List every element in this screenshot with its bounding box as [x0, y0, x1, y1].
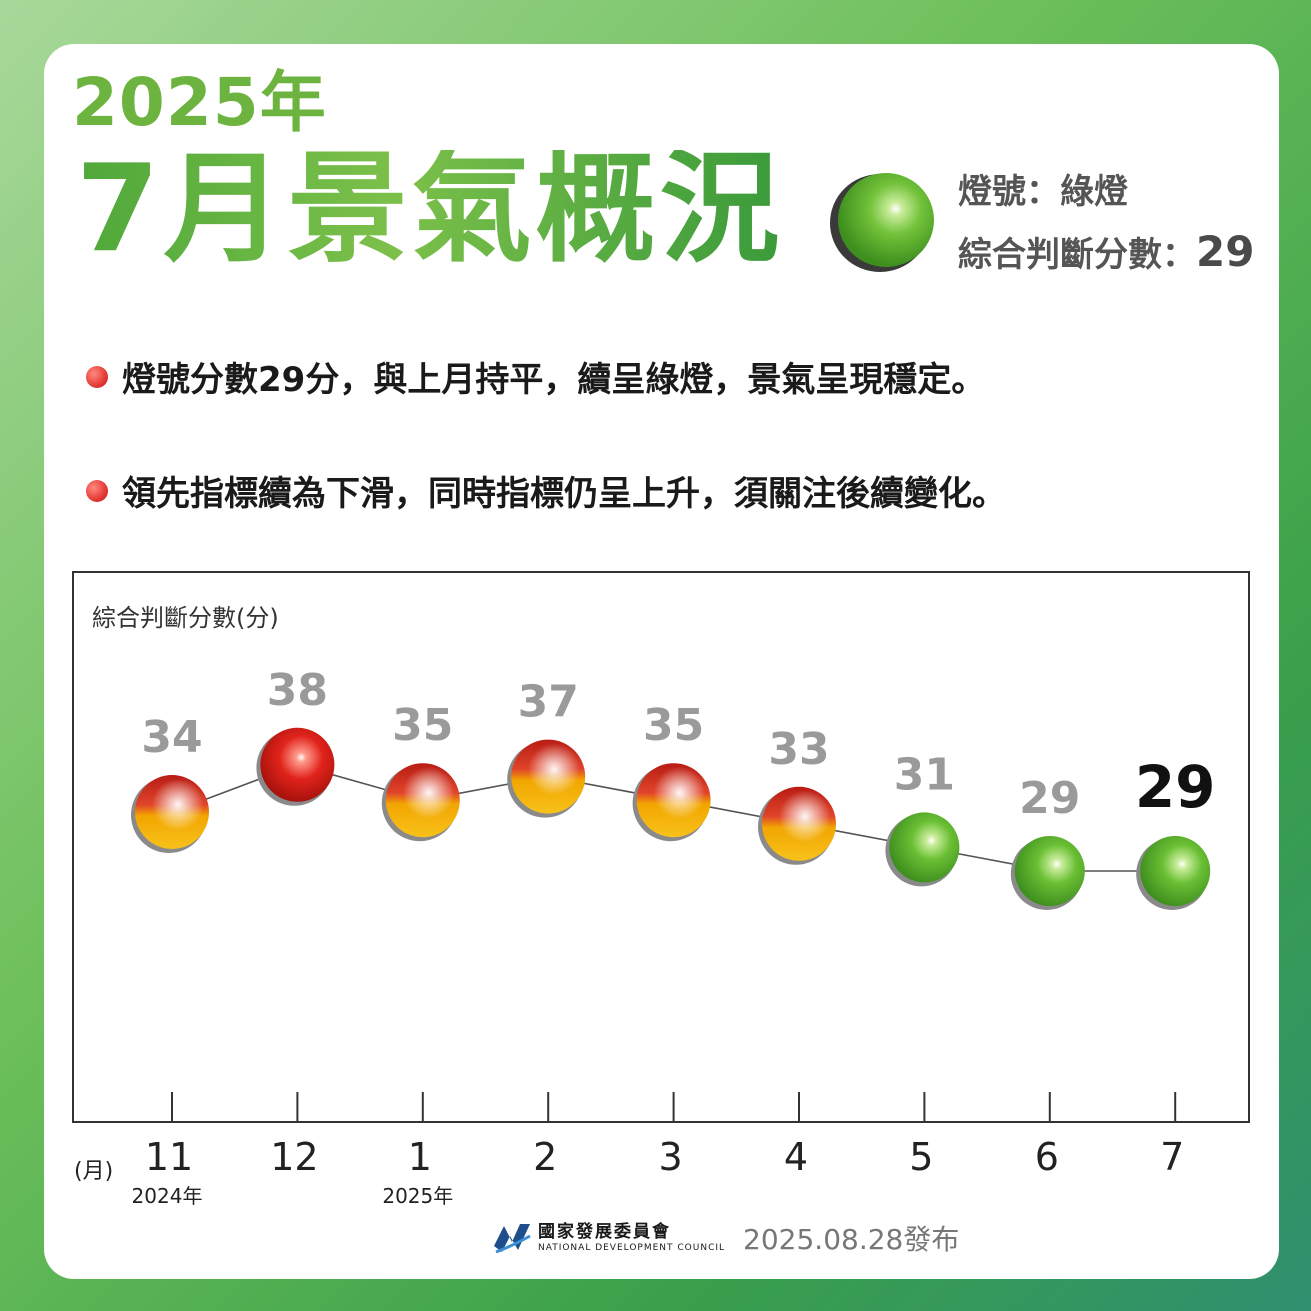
data-label: 35	[643, 700, 704, 751]
x-tick-label: 7	[1160, 1135, 1184, 1179]
x-tick-label: 4	[784, 1135, 808, 1179]
footer: 國家發展委員會 NATIONAL DEVELOPMENT COUNCIL 202…	[490, 1216, 959, 1260]
x-tick-label: 6	[1035, 1135, 1059, 1179]
data-label: 34	[141, 712, 202, 763]
ball-shine	[762, 786, 836, 861]
bullet-text: 燈號分數29分，與上月持平，續呈綠燈，景氣呈現穩定。	[122, 360, 986, 400]
red-dot-icon	[86, 365, 108, 388]
x-axis-label: (月)	[74, 1159, 113, 1184]
data-label: 31	[894, 749, 955, 800]
score-value: 29	[1196, 227, 1255, 276]
ball-body	[1014, 836, 1085, 906]
data-label: 29	[1135, 753, 1216, 821]
data-label: 35	[392, 700, 453, 751]
x-tick-label: 12	[270, 1135, 318, 1179]
signal-ball-point	[131, 775, 209, 853]
data-label: 33	[768, 724, 829, 775]
org-name-zh: 國家發展委員會	[538, 1222, 671, 1242]
signal-ball-point	[885, 812, 960, 887]
score-label: 綜合判斷分數：	[958, 235, 1196, 275]
signal-ball-point	[381, 763, 460, 842]
data-label: 29	[1019, 773, 1080, 824]
signal-ball-point	[758, 786, 836, 865]
x-tick-label: 1	[408, 1135, 432, 1179]
x-year-label: 2024年	[132, 1184, 203, 1208]
score-line: 綜合判斷分數：29	[958, 230, 1254, 277]
ball-shine	[385, 763, 460, 838]
red-dot-icon	[86, 479, 108, 502]
signal-ball-point	[632, 763, 711, 842]
org-name-en: NATIONAL DEVELOPMENT COUNCIL	[538, 1243, 726, 1253]
release-date: 2025.08.28發布	[743, 1223, 960, 1256]
x-tick-label: 5	[909, 1135, 933, 1179]
ball-body	[889, 812, 960, 883]
ball-body	[260, 727, 335, 802]
year-title: 2025年	[72, 64, 327, 141]
signal-info: 燈號：綠燈 綜合判斷分數：29	[958, 170, 1254, 277]
bullet-text: 領先指標續為下滑，同時指標仍呈上升，須關注後續變化。	[122, 474, 1006, 514]
bullet-item: 領先指標續為下滑，同時指標仍呈上升，須關注後續變化。	[86, 466, 1006, 515]
x-tick-label: 11	[145, 1135, 193, 1179]
ball-shine	[135, 775, 209, 849]
ball-body	[1140, 836, 1211, 906]
data-label: 37	[518, 677, 579, 728]
signal-light-label: 燈號：綠燈	[958, 172, 1128, 212]
ball-shine	[511, 739, 586, 814]
x-tick-label: 2	[533, 1135, 557, 1179]
ndc-logo-icon	[494, 1224, 531, 1254]
signal-ball-point	[256, 727, 335, 806]
page-title: 7月景氣概況	[76, 140, 784, 279]
ball-shine	[636, 763, 711, 838]
x-year-label: 2025年	[382, 1184, 453, 1208]
green-light-icon	[830, 173, 934, 272]
x-tick-label: 3	[659, 1135, 683, 1179]
signal-ball-point	[1010, 836, 1085, 910]
data-label: 38	[267, 665, 328, 716]
org-name: 國家發展委員會 NATIONAL DEVELOPMENT COUNCIL	[538, 1222, 725, 1254]
signal-ball-point	[507, 739, 586, 818]
signal-ball-point	[1136, 836, 1211, 910]
bullet-item: 燈號分數29分，與上月持平，續呈綠燈，景氣呈現穩定。	[86, 352, 985, 401]
y-axis-label: 綜合判斷分數(分)	[92, 604, 279, 632]
